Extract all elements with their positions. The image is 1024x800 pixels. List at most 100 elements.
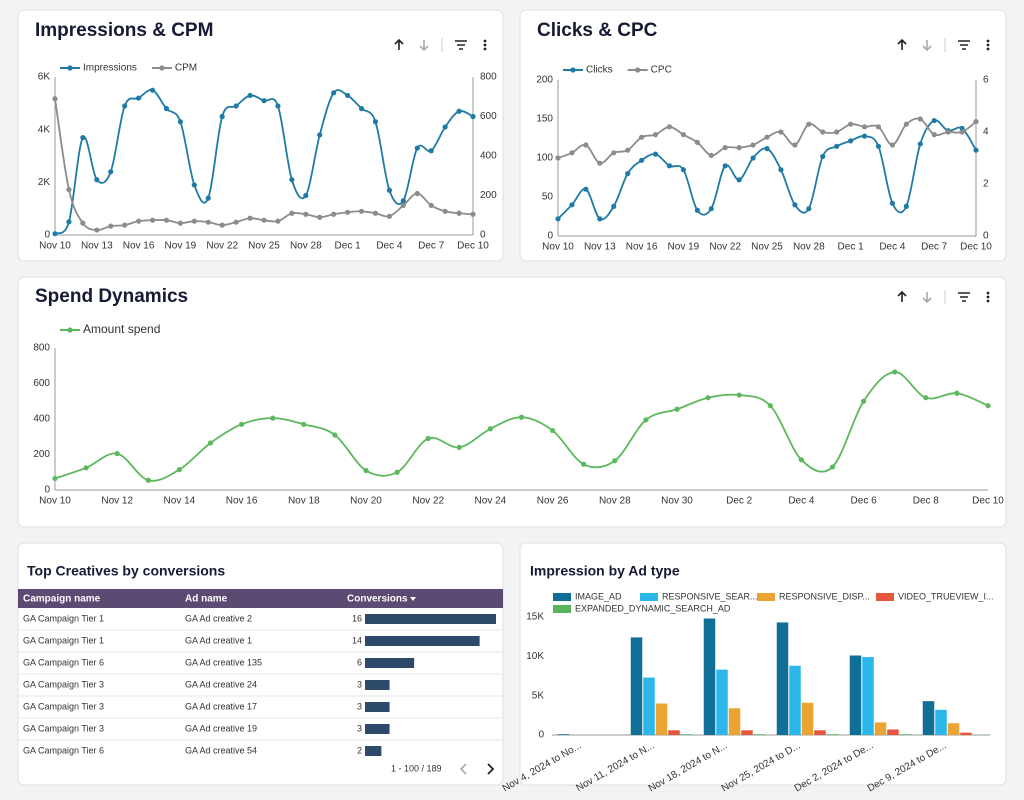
y2-tick-label: 4 — [983, 127, 989, 138]
prev-page[interactable] — [459, 763, 467, 775]
filter-icon[interactable] — [455, 40, 467, 50]
data-point — [207, 440, 214, 446]
menu-dot[interactable] — [986, 47, 990, 51]
x-tick-label: Nov 10 — [542, 242, 574, 253]
menu-dot[interactable] — [986, 43, 990, 47]
sort-down-icon[interactable] — [419, 40, 429, 52]
data-point — [163, 217, 170, 223]
next-page[interactable] — [487, 763, 495, 775]
data-point — [233, 103, 239, 109]
card — [519, 9, 1007, 262]
data-point — [875, 124, 882, 130]
menu-dot[interactable] — [986, 295, 990, 299]
cell: 3 — [357, 723, 362, 733]
column-header[interactable]: Campaign name — [23, 594, 101, 605]
x-tick-label: Nov 16 — [626, 242, 658, 253]
data-point — [372, 210, 379, 216]
x-tick-label: Nov 19 — [165, 241, 197, 252]
sort-up-icon[interactable] — [897, 290, 907, 302]
column-header[interactable]: Ad name — [185, 594, 228, 605]
y2-tick-label: 400 — [480, 151, 497, 162]
data-point — [764, 146, 770, 152]
bar — [922, 701, 935, 735]
data-point — [136, 218, 142, 224]
bar — [655, 703, 668, 735]
data-point — [414, 190, 420, 197]
bar — [960, 732, 972, 735]
y-tick-label: 100 — [536, 153, 553, 164]
data-point — [66, 186, 72, 193]
data-point — [798, 457, 805, 463]
data-point — [750, 155, 756, 161]
data-point — [52, 96, 58, 102]
bar — [630, 637, 643, 735]
data-point — [94, 177, 100, 183]
x-tick-label: Dec 10 — [972, 496, 1004, 507]
x-tick-label: Nov 10 — [39, 496, 71, 507]
y-tick-label: 200 — [33, 449, 50, 460]
menu-dot[interactable] — [986, 299, 990, 303]
data-point — [205, 195, 211, 201]
menu-dot[interactable] — [483, 43, 487, 47]
cell: 3 — [357, 679, 362, 689]
data-point — [694, 139, 700, 145]
data-point — [114, 451, 120, 457]
legend-label: CPC — [651, 65, 672, 76]
x-tick-label: Dec 10 — [457, 241, 489, 252]
menu-dot[interactable] — [986, 291, 990, 295]
conversion-bar — [365, 658, 415, 668]
legend-label: EXPANDED_DYNAMIC_SEARCH_AD — [575, 603, 731, 613]
legend-label: IMAGE_AD — [575, 591, 622, 601]
bar — [801, 702, 814, 735]
bar — [899, 734, 912, 735]
data-point — [806, 206, 812, 212]
legend-dot — [67, 327, 73, 333]
data-point — [261, 217, 267, 223]
sort-up-icon[interactable] — [394, 38, 404, 50]
data-point — [820, 129, 826, 135]
sort-down-icon[interactable] — [922, 40, 932, 52]
table-header — [18, 589, 503, 608]
data-point — [597, 160, 603, 166]
menu-dot[interactable] — [483, 47, 487, 51]
menu-dot[interactable] — [483, 39, 487, 43]
sort-indicator — [410, 597, 416, 601]
y2-tick-label: 0 — [983, 231, 989, 242]
conversion-bar — [365, 724, 390, 734]
card — [17, 276, 1007, 528]
x-tick-label: Nov 30 — [661, 496, 693, 507]
data-point — [518, 414, 525, 420]
data-point — [52, 231, 58, 237]
data-point — [428, 202, 434, 208]
data-point — [331, 211, 337, 217]
data-point — [555, 155, 561, 161]
data-point — [861, 124, 868, 130]
filter-icon[interactable] — [958, 40, 970, 50]
cell: GA Ad creative 24 — [185, 679, 257, 689]
data-point — [386, 187, 392, 193]
legend-label: RESPONSIVE_SEAR... — [662, 591, 758, 601]
data-point — [611, 150, 617, 156]
data-point — [555, 216, 561, 222]
cell: 2 — [357, 745, 362, 755]
x-tick-label: Nov 22 — [206, 241, 238, 252]
data-point — [191, 182, 197, 188]
x-tick-label: Nov 24 — [475, 496, 507, 507]
data-point — [83, 465, 89, 471]
sort-up-icon[interactable] — [897, 38, 907, 50]
data-point — [400, 202, 406, 208]
filter-icon[interactable] — [958, 292, 970, 302]
y-tick-label: 10K — [526, 651, 544, 662]
bar — [753, 734, 766, 735]
y2-tick-label: 600 — [480, 111, 497, 122]
bar — [814, 730, 826, 735]
x-tick-label: Nov 28 — [599, 496, 631, 507]
data-point — [889, 142, 896, 148]
column-header[interactable]: Conversions — [347, 594, 408, 605]
data-point — [122, 222, 128, 228]
sort-down-icon[interactable] — [922, 292, 932, 304]
card — [17, 9, 504, 262]
menu-dot[interactable] — [986, 39, 990, 43]
data-point — [386, 213, 392, 219]
